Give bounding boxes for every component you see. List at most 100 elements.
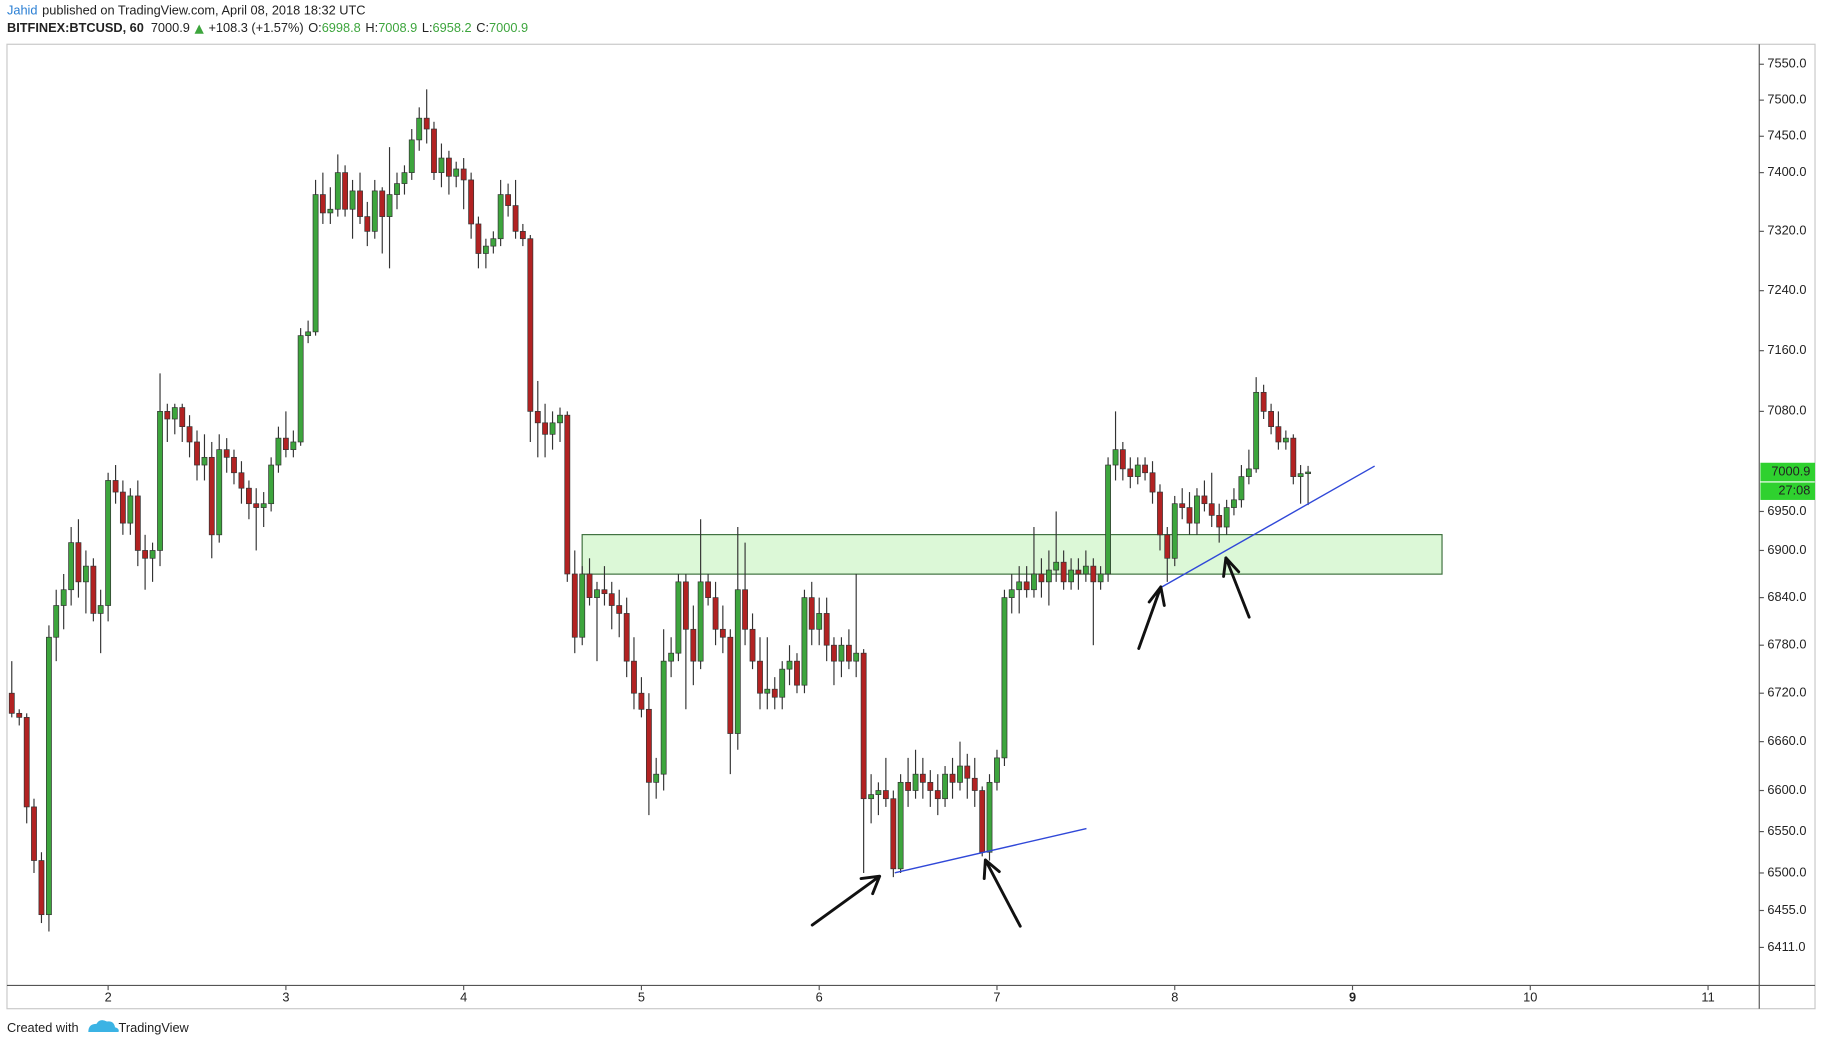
candle-body [231, 456, 237, 474]
candle-body [919, 773, 926, 783]
candle-body [734, 589, 741, 734]
candle-body [875, 790, 882, 795]
candle-body [845, 644, 852, 662]
candle-body [1216, 514, 1223, 528]
candle-body [334, 172, 341, 210]
candle-body [1001, 597, 1008, 759]
candle-body [97, 605, 104, 614]
ohlc-value: 7008.9 [378, 21, 417, 36]
candle-body [475, 223, 482, 254]
x-tick-label: 10 [1523, 990, 1537, 1005]
candle-body [1075, 569, 1082, 575]
y-tick-label: 6950.0 [1767, 503, 1806, 518]
candle-body [979, 790, 986, 853]
candle-body [194, 441, 200, 466]
candle-body [645, 708, 652, 783]
candle-body [505, 194, 512, 206]
candle-body [653, 773, 660, 783]
y-tick-label: 7080.0 [1767, 403, 1806, 418]
candle-body [171, 407, 178, 420]
candle-body [1290, 437, 1297, 477]
candle-body [312, 194, 319, 333]
candle-body [290, 441, 297, 450]
x-tick-label: 4 [460, 990, 467, 1005]
candle-body [216, 449, 223, 536]
author[interactable]: Jahid [7, 3, 38, 18]
footer-created: Created with [7, 1020, 79, 1035]
footer-brand[interactable]: TradingView [119, 1020, 190, 1035]
candle-body [82, 565, 89, 583]
candle-body [1179, 503, 1186, 508]
candle-body [423, 117, 430, 130]
candle-body [660, 660, 667, 775]
y-tick-label: 6500.0 [1767, 864, 1806, 879]
candle-body [1282, 437, 1289, 443]
candle-body [912, 773, 919, 791]
candle-body [1097, 573, 1104, 583]
candle-body [268, 464, 275, 505]
candle-body [712, 597, 719, 630]
y-tick-label: 6840.0 [1767, 589, 1806, 604]
candle-body [371, 190, 378, 232]
candle-body [742, 589, 748, 630]
y-tick-label: 6411.0 [1767, 939, 1805, 954]
candle-body [16, 712, 23, 718]
candle-body [905, 781, 911, 791]
candle-body [994, 757, 1000, 783]
candle-body [882, 790, 889, 800]
countdown-box [1760, 482, 1816, 500]
candle-body [1275, 426, 1282, 443]
candle-body [342, 172, 348, 210]
candle-body [1186, 507, 1193, 524]
y-tick-label: 6455.0 [1767, 902, 1806, 917]
candle-body [571, 573, 578, 638]
candle-body [557, 414, 563, 424]
candle-body [668, 652, 675, 662]
candle-body [134, 495, 141, 551]
candle-body [186, 426, 193, 443]
candle-body [823, 613, 830, 646]
candle-body [1031, 573, 1037, 591]
candle-body [246, 487, 252, 505]
candle-body [1297, 473, 1304, 477]
y-tick-label: 7320.0 [1767, 223, 1806, 238]
trend-line [1161, 465, 1375, 588]
candle-body [127, 495, 134, 524]
ohlc-value: 7000.9 [489, 21, 528, 36]
x-tick-label: 9 [1349, 990, 1356, 1005]
candle-body [1231, 499, 1237, 508]
candle-body [801, 597, 808, 686]
candle-body [616, 605, 623, 614]
candle-body [1134, 464, 1141, 477]
last-price-label: 7000.9 [1771, 463, 1810, 478]
candle-body [601, 589, 608, 595]
candle-body [1305, 471, 1311, 475]
candle-body [482, 245, 489, 254]
candle-body [497, 194, 504, 240]
candles [8, 89, 1311, 932]
candle-body [564, 414, 571, 575]
candle-body [379, 190, 386, 217]
candle-body [860, 652, 867, 800]
candle-body [208, 456, 215, 536]
candle-body [416, 117, 423, 141]
candle-body [808, 597, 815, 630]
candle-body [623, 613, 630, 662]
candle-body [68, 542, 75, 591]
candle-body [60, 589, 67, 606]
candle-body [105, 480, 112, 606]
ohlc-value: 6958.2 [433, 21, 472, 36]
candle-body [142, 550, 149, 559]
y-tick-label: 7400.0 [1767, 164, 1806, 179]
arrow [1222, 556, 1251, 619]
candle-body [46, 636, 52, 916]
candle-body [38, 860, 45, 916]
candle-body [1060, 561, 1067, 583]
candle-body [868, 794, 875, 800]
candle-body [394, 183, 400, 195]
candle-body [1119, 449, 1126, 470]
trend-line [894, 827, 1087, 874]
tradingview-logo [88, 1020, 119, 1032]
